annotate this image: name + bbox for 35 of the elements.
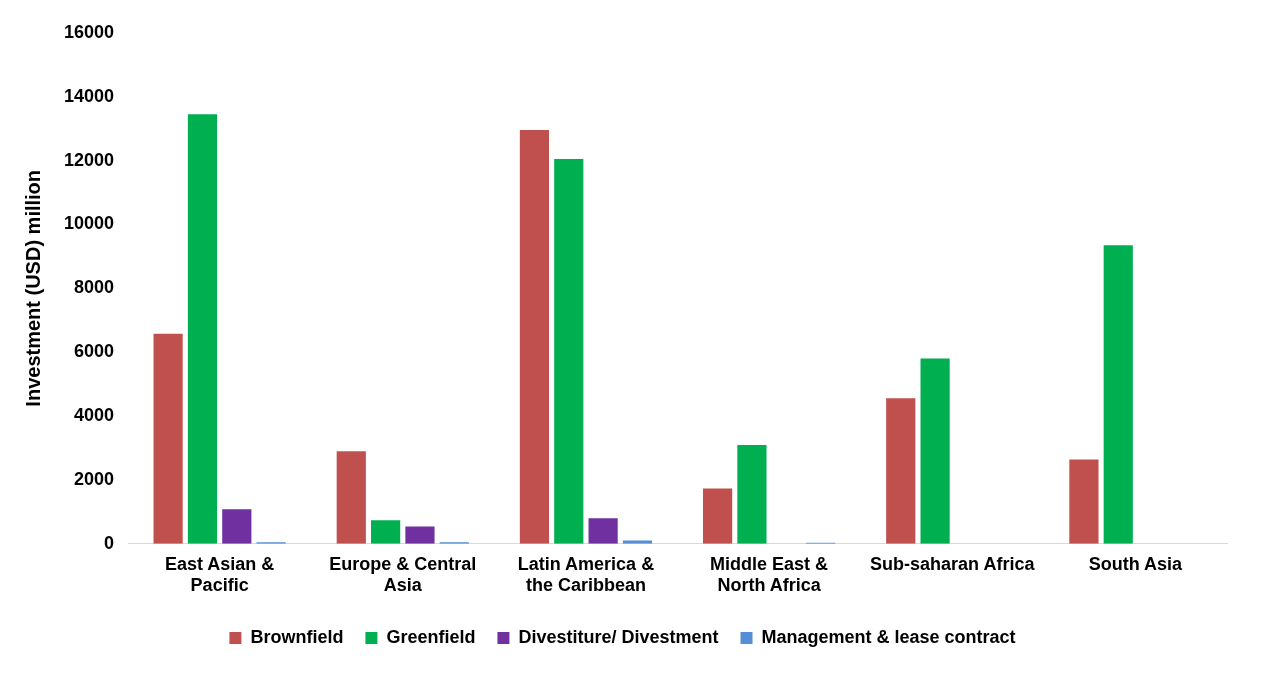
legend-label: Brownfield — [250, 626, 344, 647]
bar — [336, 451, 366, 544]
x-tick-label: South Asia — [1088, 553, 1184, 574]
y-axis-title: Investment (USD) million — [21, 169, 44, 407]
x-tick-label: Middle East & North Africa — [710, 553, 829, 596]
bar — [920, 358, 950, 544]
bar — [1103, 245, 1133, 544]
y-tick-label: 14000 — [63, 85, 115, 106]
x-tick-label: Europe & Central Asia — [329, 553, 477, 596]
y-tick-label: 0 — [104, 532, 115, 553]
bar — [519, 129, 550, 544]
x-tick-label: Latin America & the Caribbean — [517, 553, 655, 596]
y-tick-label: 4000 — [74, 405, 115, 426]
x-tick-label: Sub-saharan Africa — [870, 553, 1036, 574]
bar — [588, 518, 618, 544]
bar — [153, 333, 183, 544]
y-tick-label: 10000 — [63, 213, 115, 234]
legend-label: Management & lease contract — [761, 626, 1016, 647]
bar — [886, 398, 916, 544]
y-tick-label: 2000 — [74, 468, 115, 489]
bar — [405, 526, 435, 544]
x-tick-label: East Asian & Pacific — [164, 553, 275, 596]
bar — [703, 488, 733, 544]
y-tick-label: 8000 — [74, 277, 115, 298]
y-tick-label: 12000 — [63, 149, 115, 170]
bar — [554, 158, 584, 544]
bar — [222, 509, 252, 544]
bar — [737, 445, 767, 544]
legend-label: Greenfield — [386, 626, 476, 647]
bar — [1069, 459, 1099, 544]
bar — [371, 520, 401, 544]
legend-label: Divestiture/ Divestment — [518, 626, 719, 647]
y-tick-label: 16000 — [63, 21, 115, 42]
bar — [187, 114, 218, 544]
y-tick-label: 6000 — [74, 341, 115, 362]
